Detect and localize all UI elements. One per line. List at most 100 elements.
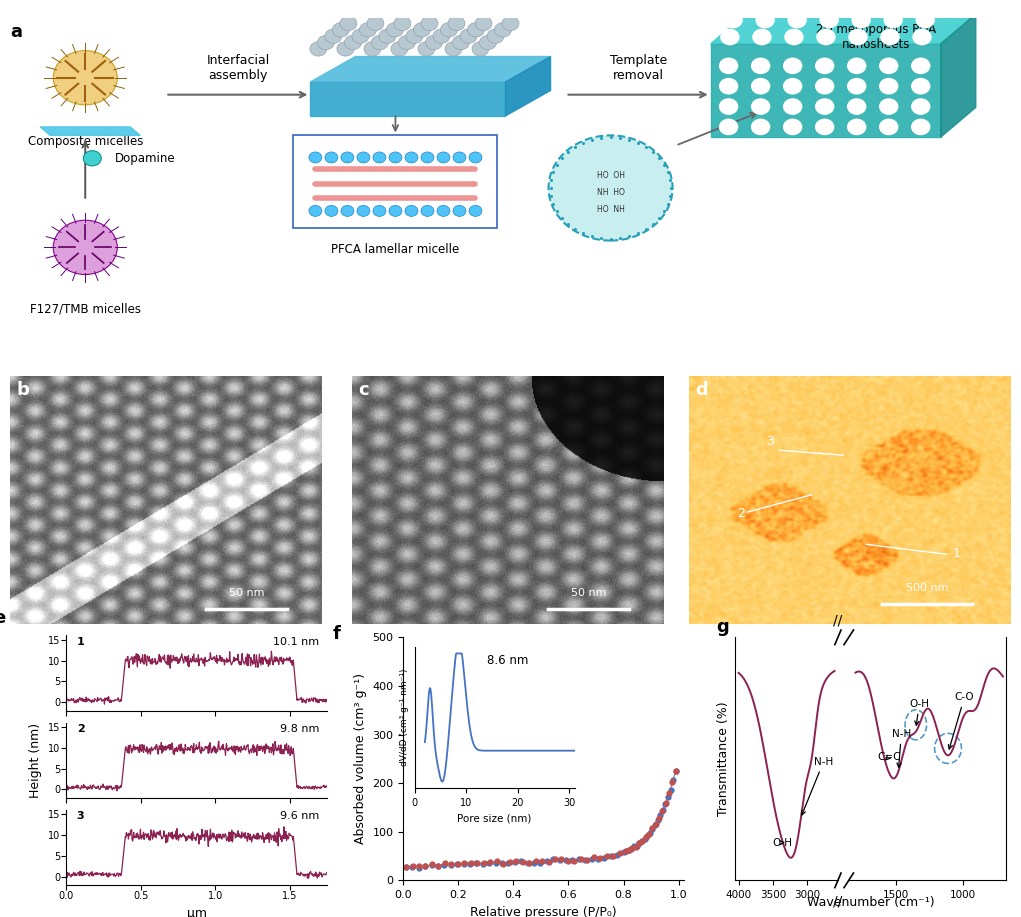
- Circle shape: [724, 13, 742, 28]
- Circle shape: [788, 13, 807, 28]
- Text: NH  HO: NH HO: [596, 188, 625, 197]
- Text: //: //: [833, 613, 842, 627]
- Y-axis label: Transmittance (%): Transmittance (%): [717, 702, 730, 816]
- Text: a: a: [10, 23, 22, 40]
- Circle shape: [469, 205, 482, 216]
- Text: Template
removal: Template removal: [610, 53, 667, 82]
- Polygon shape: [940, 14, 976, 137]
- Circle shape: [548, 136, 673, 240]
- Circle shape: [751, 58, 770, 73]
- Circle shape: [912, 99, 930, 115]
- Circle shape: [784, 79, 801, 94]
- Circle shape: [784, 99, 801, 115]
- Circle shape: [475, 17, 492, 30]
- Text: HO  OH: HO OH: [596, 171, 625, 180]
- Circle shape: [352, 29, 369, 43]
- Circle shape: [398, 36, 416, 50]
- Circle shape: [394, 17, 410, 30]
- Circle shape: [363, 41, 381, 56]
- Text: 9.8 nm: 9.8 nm: [280, 724, 319, 734]
- Text: O-H: O-H: [909, 699, 929, 725]
- Circle shape: [437, 152, 450, 163]
- Circle shape: [414, 23, 431, 37]
- Circle shape: [421, 152, 434, 163]
- Circle shape: [460, 29, 477, 43]
- Circle shape: [720, 99, 737, 115]
- Circle shape: [880, 79, 897, 94]
- Text: PFCA lamellar micelle: PFCA lamellar micelle: [331, 243, 459, 256]
- Circle shape: [816, 119, 834, 135]
- Text: F127/TMB micelles: F127/TMB micelles: [30, 303, 141, 315]
- Polygon shape: [505, 57, 550, 116]
- Text: 9.6 nm: 9.6 nm: [280, 811, 319, 821]
- Text: C-O: C-O: [949, 691, 974, 749]
- Polygon shape: [40, 127, 140, 136]
- Polygon shape: [711, 14, 976, 44]
- Circle shape: [720, 119, 737, 135]
- Circle shape: [847, 99, 866, 115]
- Circle shape: [53, 50, 117, 105]
- Circle shape: [884, 13, 903, 28]
- Circle shape: [357, 205, 370, 216]
- Circle shape: [84, 150, 101, 166]
- Text: d: d: [695, 381, 709, 399]
- Text: 2D mesoporous PDA
nanosheets: 2D mesoporous PDA nanosheets: [816, 23, 936, 50]
- Circle shape: [847, 58, 866, 73]
- Circle shape: [373, 205, 386, 216]
- Text: 50 nm: 50 nm: [571, 589, 606, 598]
- Circle shape: [502, 17, 519, 30]
- Circle shape: [440, 23, 457, 37]
- Circle shape: [784, 119, 801, 135]
- Circle shape: [453, 205, 466, 216]
- Circle shape: [421, 205, 434, 216]
- Text: g: g: [717, 618, 729, 635]
- Circle shape: [406, 29, 423, 43]
- Circle shape: [309, 205, 322, 216]
- Text: 1: 1: [953, 547, 961, 559]
- Circle shape: [752, 29, 771, 45]
- Text: 10.1 nm: 10.1 nm: [273, 636, 319, 646]
- Circle shape: [880, 99, 897, 115]
- Circle shape: [847, 79, 866, 94]
- Text: 2: 2: [77, 724, 85, 734]
- Circle shape: [816, 58, 834, 73]
- Circle shape: [881, 29, 900, 45]
- Circle shape: [849, 29, 867, 45]
- Polygon shape: [310, 57, 550, 82]
- Circle shape: [817, 29, 835, 45]
- Circle shape: [816, 79, 834, 94]
- Circle shape: [389, 205, 402, 216]
- Circle shape: [751, 119, 770, 135]
- Y-axis label: Absorbed volume (cm³ g⁻¹): Absorbed volume (cm³ g⁻¹): [354, 673, 367, 845]
- Circle shape: [912, 58, 930, 73]
- Circle shape: [309, 152, 322, 163]
- Text: HO  NH: HO NH: [596, 204, 625, 214]
- Circle shape: [452, 36, 470, 50]
- Circle shape: [751, 79, 770, 94]
- Text: 2: 2: [737, 507, 745, 520]
- Circle shape: [391, 41, 408, 56]
- Circle shape: [816, 99, 834, 115]
- Circle shape: [720, 58, 737, 73]
- Circle shape: [389, 152, 402, 163]
- Circle shape: [912, 79, 930, 94]
- Text: 3: 3: [767, 436, 774, 448]
- Circle shape: [433, 29, 450, 43]
- Circle shape: [880, 58, 897, 73]
- Circle shape: [912, 119, 930, 135]
- Circle shape: [379, 29, 396, 43]
- Circle shape: [344, 36, 361, 50]
- Polygon shape: [310, 82, 505, 116]
- Text: 1: 1: [77, 636, 85, 646]
- Text: b: b: [16, 381, 30, 399]
- Circle shape: [357, 152, 370, 163]
- Polygon shape: [711, 44, 940, 137]
- Circle shape: [421, 17, 438, 30]
- Circle shape: [337, 41, 354, 56]
- Circle shape: [405, 152, 418, 163]
- Circle shape: [367, 17, 384, 30]
- Circle shape: [721, 29, 739, 45]
- Circle shape: [853, 13, 870, 28]
- Text: 50 nm: 50 nm: [229, 589, 264, 598]
- Circle shape: [426, 36, 442, 50]
